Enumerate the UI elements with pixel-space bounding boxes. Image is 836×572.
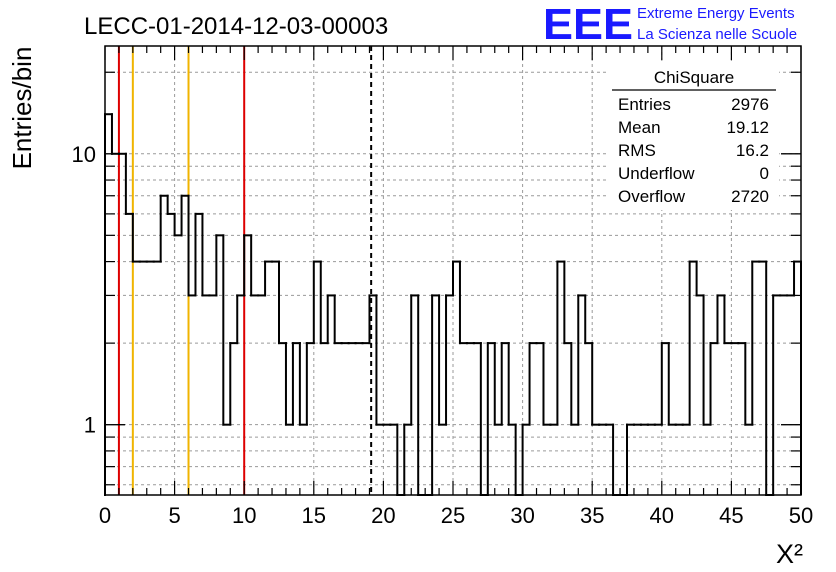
eee-logo: EEE Extreme Energy Events La Scienza nel… — [543, 0, 797, 49]
stats-row-rms: RMS 16.2 — [618, 141, 769, 160]
x-tick-label: 0 — [99, 503, 111, 528]
chart-title: LECC-01-2014-12-03-00003 — [84, 13, 388, 40]
stats-row-underflow: Underflow 0 — [618, 164, 769, 183]
x-tick-label: 30 — [510, 503, 534, 528]
x-tick-label: 45 — [719, 503, 743, 528]
x-tick-label: 15 — [302, 503, 326, 528]
stats-row-mean: Mean 19.12 — [618, 118, 769, 137]
stats-box: ChiSquare Entries 2976 Mean 19.12 RMS 16… — [609, 62, 779, 210]
stats-label: RMS — [618, 141, 656, 160]
x-tick-label: 20 — [371, 503, 395, 528]
stats-row-overflow: Overflow 2720 — [618, 187, 769, 206]
y-tick-label: 10 — [72, 142, 96, 167]
x-axis-label: X² — [776, 539, 803, 569]
stats-value: 2976 — [731, 95, 769, 114]
x-tick-label: 40 — [650, 503, 674, 528]
stats-label: Underflow — [618, 164, 695, 183]
x-tick-label: 35 — [580, 503, 604, 528]
x-tick-label: 5 — [168, 503, 180, 528]
logo-line-1: Extreme Energy Events — [637, 5, 795, 22]
stats-label: Mean — [618, 118, 661, 137]
y-axis-label: Entries/bin — [7, 47, 37, 170]
logo-letters: EEE — [543, 0, 633, 49]
logo-line-2: La Scienza nelle Scuole — [637, 26, 797, 43]
y-tick-label: 1 — [84, 413, 96, 438]
stats-title: ChiSquare — [654, 68, 734, 87]
stats-row-entries: Entries 2976 — [618, 95, 769, 114]
stats-value: 2720 — [731, 187, 769, 206]
stats-box-background — [609, 62, 779, 210]
histogram-series — [104, 113, 802, 496]
axes: 0 5 10 15 20 25 30 35 40 45 50 1 10 — [72, 45, 813, 528]
stats-value: 0 — [760, 164, 769, 183]
stats-value: 16.2 — [736, 141, 769, 160]
x-tick-label: 50 — [789, 503, 813, 528]
stats-value: 19.12 — [726, 118, 769, 137]
x-tick-label: 10 — [232, 503, 256, 528]
stats-label: Overflow — [618, 187, 686, 206]
x-tick-label: 25 — [441, 503, 465, 528]
stats-label: Entries — [618, 95, 671, 114]
